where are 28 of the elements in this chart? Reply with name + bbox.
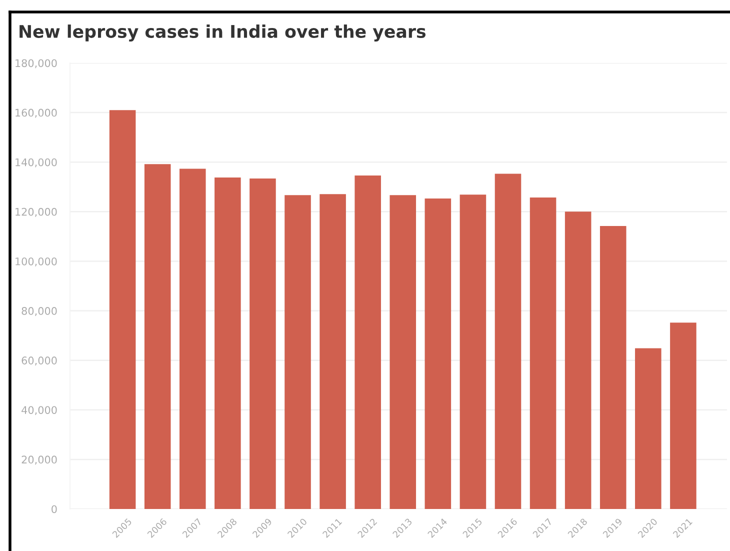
y-tick-label: 160,000 <box>16 108 57 118</box>
y-tick-label: 0 <box>52 505 57 514</box>
bar <box>354 175 381 509</box>
bar <box>635 348 662 509</box>
bar <box>250 178 276 509</box>
y-tick-label: 20,000 <box>22 456 57 465</box>
y-tick-label: 120,000 <box>16 208 57 217</box>
bar <box>320 194 346 509</box>
bar <box>144 164 171 509</box>
bar <box>109 110 136 509</box>
y-tick-label: 60,000 <box>22 356 57 366</box>
y-tick-label: 180,000 <box>16 59 57 68</box>
chart-title: New leprosy cases in India over the years <box>20 24 426 42</box>
y-tick-label: 100,000 <box>16 257 57 266</box>
bar <box>600 226 626 509</box>
y-tick-label: 40,000 <box>22 406 57 416</box>
bar <box>460 194 486 509</box>
bar <box>424 198 452 509</box>
bar <box>214 177 241 509</box>
bar <box>670 322 696 509</box>
bar <box>564 212 592 509</box>
y-tick-label: 140,000 <box>16 158 57 168</box>
bar <box>390 195 416 509</box>
bar <box>180 168 206 509</box>
bar <box>530 198 556 509</box>
bar <box>494 174 522 509</box>
bar <box>284 195 311 509</box>
y-tick-label: 80,000 <box>22 307 57 316</box>
